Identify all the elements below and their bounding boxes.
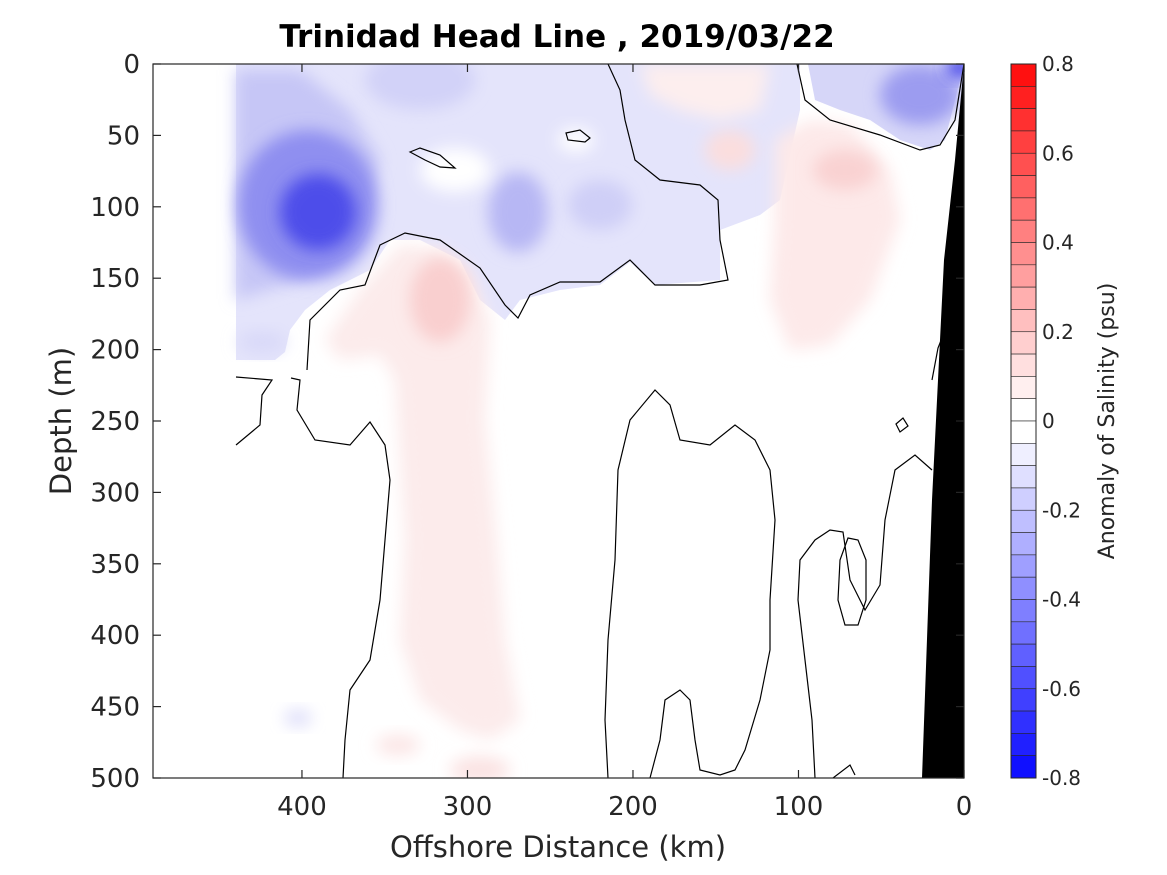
coastal-negative-edge — [946, 64, 964, 78]
colorbar-segment — [1010, 197, 1037, 221]
colorbar-segment — [1010, 465, 1037, 489]
colorbar-segment — [1010, 621, 1037, 645]
x-tick-label: 100 — [774, 792, 824, 822]
colorbar-label: Anomaly of Salinity (psu) — [1095, 283, 1120, 560]
colorbar-segment — [1010, 576, 1037, 600]
colorbar-segment — [1010, 376, 1037, 399]
negative-anomaly-center — [280, 174, 356, 250]
positive-anomaly-core-east — [813, 150, 877, 190]
zero-anomaly-gap — [558, 128, 594, 152]
negative-anomaly-deep-west — [238, 332, 286, 352]
positive-anomaly-core — [410, 258, 470, 342]
zero-contour-line — [797, 454, 933, 778]
zero-contour-line — [895, 417, 909, 433]
colorbar-segment — [1010, 130, 1037, 154]
zero-contour-line — [796, 64, 964, 151]
x-tick-label: 0 — [956, 792, 973, 822]
colorbar-segment — [1010, 666, 1037, 690]
colorbar-frame — [1010, 63, 1037, 779]
colorbar-segment — [1010, 688, 1037, 712]
colorbar-segment — [1010, 599, 1037, 623]
y-tick-label: 100 — [90, 193, 140, 223]
y-axis: 0 50 100 150 200 250 300 350 400 450 500 — [90, 50, 964, 794]
zero-contour-line — [290, 377, 391, 778]
colorbar-segment — [1010, 733, 1037, 756]
colorbar-segment — [1010, 643, 1037, 667]
zero-contour-line — [604, 389, 776, 778]
colorbar-segment — [1010, 710, 1037, 734]
colorbar-segment — [1010, 286, 1037, 310]
colorbar: 0.8 0.6 0.4 0.2 0 -0.2 -0.4 -0.6 -0.8 — [1010, 52, 1081, 790]
positive-anomaly-surface — [640, 64, 770, 120]
x-tick-label: 300 — [443, 792, 493, 822]
y-tick-label: 250 — [90, 407, 140, 437]
colorbar-segment — [1010, 219, 1037, 243]
colorbar-tick-label: 0.2 — [1042, 320, 1074, 344]
colorbar-tick-label: -0.6 — [1042, 677, 1081, 701]
y-tick-label: 300 — [90, 478, 140, 508]
zero-anomaly-gap — [420, 148, 490, 192]
colorbar-segment — [1010, 509, 1037, 533]
colorbar-tick-label: -0.8 — [1042, 766, 1081, 790]
colorbar-segment — [1010, 532, 1037, 556]
chart-title: Trinidad Head Line , 2019/03/22 — [279, 19, 834, 55]
negative-anomaly-secondary — [488, 172, 548, 252]
colorbar-segment — [1010, 755, 1037, 779]
y-tick-label: 150 — [90, 264, 140, 294]
coastal-negative-core — [880, 65, 960, 125]
colorbar-segment — [1010, 309, 1037, 333]
colorbar-segment — [1010, 331, 1037, 355]
colorbar-segment — [1010, 353, 1037, 377]
y-axis-label: Depth (m) — [44, 347, 78, 495]
y-tick-label: 450 — [90, 693, 140, 723]
negative-anomaly-deep-small — [284, 710, 312, 726]
colorbar-segment — [1010, 175, 1037, 199]
colorbar-tick-label: 0.6 — [1042, 141, 1074, 165]
colorbar-tick-label: -0.4 — [1042, 588, 1081, 612]
zero-contours — [235, 64, 964, 778]
zero-contour-line — [832, 764, 856, 778]
positive-anomaly-region — [325, 245, 520, 740]
zero-contour-line — [235, 376, 274, 446]
colorbar-segment — [1010, 554, 1037, 578]
y-tick-label: 0 — [123, 50, 140, 80]
colorbar-tick-label: -0.2 — [1042, 498, 1081, 522]
negative-anomaly-surface-west — [365, 64, 475, 110]
y-tick-label: 50 — [107, 121, 140, 151]
colorbar-segment — [1010, 152, 1037, 176]
y-tick-label: 350 — [90, 550, 140, 580]
colorbar-segment — [1010, 86, 1037, 109]
positive-anomaly-small — [376, 735, 420, 755]
zero-contour-line — [306, 64, 729, 371]
x-tick-label: 400 — [277, 792, 327, 822]
colorbar-segment — [1010, 443, 1037, 466]
colorbar-tick-label: 0 — [1042, 409, 1055, 433]
positive-anomaly-deep — [450, 756, 510, 778]
colorbar-tick-label: 0.8 — [1042, 52, 1074, 76]
colorbar-segment — [1010, 398, 1037, 422]
colorbar-segment — [1010, 264, 1037, 288]
y-tick-label: 400 — [90, 621, 140, 651]
y-tick-label: 500 — [90, 764, 140, 794]
negative-anomaly-tertiary — [568, 180, 632, 230]
colorbar-segment — [1010, 108, 1037, 132]
x-tick-label: 200 — [608, 792, 658, 822]
zero-contour-line — [565, 129, 591, 143]
colorbar-tick-label: 0.4 — [1042, 231, 1074, 255]
colorbar-segment — [1010, 487, 1037, 511]
contour-field — [235, 64, 964, 778]
x-axis: 400 300 200 100 0 — [277, 64, 972, 822]
x-axis-label: Offshore Distance (km) — [390, 830, 726, 864]
seafloor-bathymetry — [922, 64, 964, 778]
positive-anomaly-mid — [705, 130, 755, 170]
colorbar-segment — [1010, 242, 1037, 266]
zero-contour-line — [408, 147, 457, 169]
colorbar-segment — [1010, 63, 1037, 87]
y-tick-label: 200 — [90, 336, 140, 366]
zero-contour-line — [837, 537, 867, 626]
colorbar-segment — [1010, 420, 1037, 444]
